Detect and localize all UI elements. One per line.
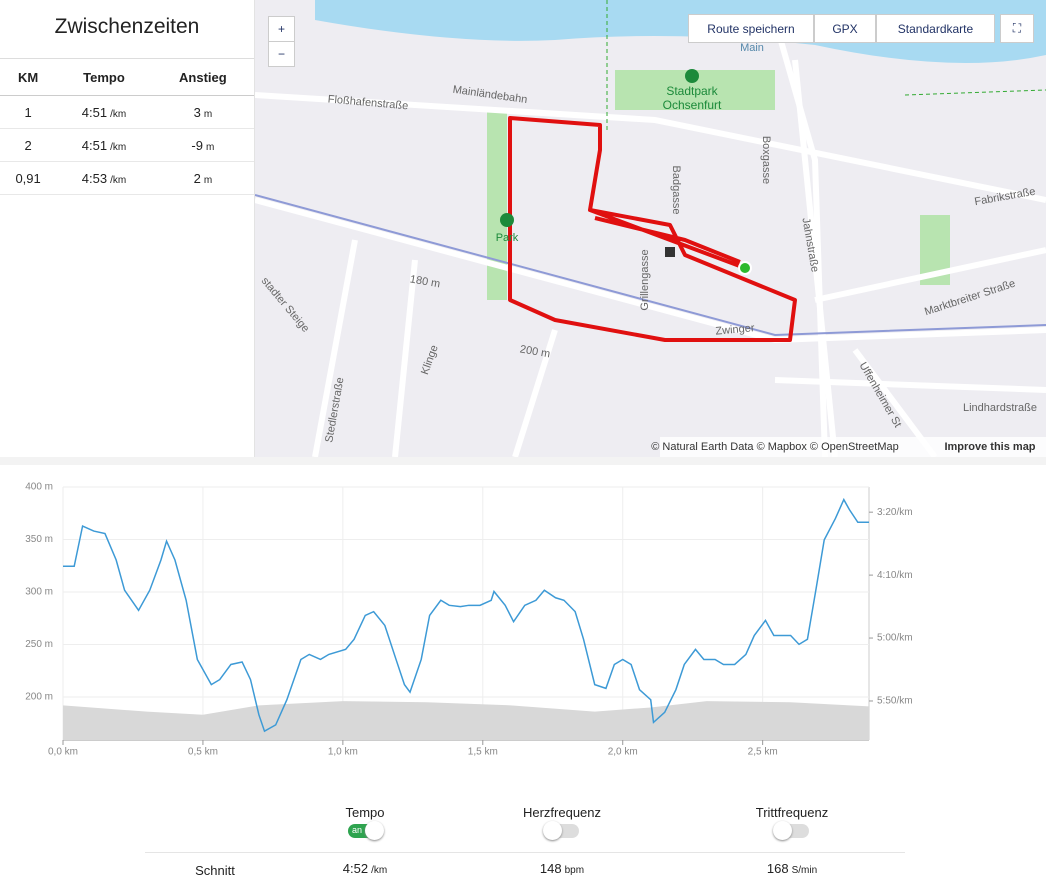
tempo-value: 4:51 [81, 104, 108, 120]
toggle-group: Trittfrequenz [712, 805, 872, 840]
ascent-unit: m [205, 141, 215, 153]
average-unit: bpm [564, 865, 585, 876]
y-tick-label: 350 m [25, 534, 53, 545]
map-attribution: © Natural Earth Data © Mapbox © OpenStre… [651, 441, 898, 453]
split-tempo: 4:53/km [56, 161, 152, 195]
tempo-unit: /km [110, 141, 127, 153]
toggle-state: an [352, 825, 363, 835]
y-tick-label: 400 m [25, 482, 53, 493]
split-row[interactable]: 1 4:51/km 3 m [0, 95, 254, 129]
save-route-button[interactable]: Route speichern [688, 14, 814, 43]
column-header: Anstieg [151, 59, 254, 96]
tempo-value: 4:53 [81, 170, 108, 186]
split-row[interactable]: 2 4:51/km -9 m [0, 128, 254, 162]
map-label: Main [740, 42, 764, 54]
map-label: Lindhardstraße [963, 402, 1037, 414]
average-unit: /km [371, 865, 388, 876]
map-style-select[interactable]: Standardkarte [876, 14, 995, 43]
average-number: 4:52 [342, 861, 369, 876]
average-value: 168 S/min [712, 861, 872, 876]
split-km: 0,91 [0, 161, 57, 195]
x-tick-label: 0,0 km [48, 747, 78, 758]
toggle-knob [543, 821, 562, 840]
map-label: Stadtpark [666, 84, 718, 98]
average-number: 148 [539, 861, 562, 876]
zoom-in[interactable]: + [268, 16, 295, 42]
toggle-switch[interactable] [543, 821, 579, 840]
splits-title: Zwischenzeiten [0, 0, 254, 59]
y2-tick-label: 5:50/km [877, 696, 913, 707]
split-row[interactable]: 0,91 4:53/km 2 m [0, 161, 254, 195]
split-tempo: 4:51/km [56, 95, 152, 129]
map-label: Grillengasse [639, 249, 651, 310]
tempo-unit: /km [110, 108, 127, 120]
toggle-knob [773, 821, 792, 840]
toggle-switch[interactable] [773, 821, 809, 840]
split-km: 2 [0, 128, 57, 162]
ascent-unit: m [203, 174, 213, 186]
y2-tick-label: 5:00/km [877, 633, 913, 644]
y-tick-label: 250 m [25, 639, 53, 650]
toggle-group: Tempo an [285, 805, 445, 840]
average-number: 168 [766, 861, 789, 876]
map-label: Badgasse [670, 166, 682, 215]
ascent-value: -9 [191, 137, 203, 153]
average-value: 148 bpm [482, 861, 642, 876]
elevation-area [63, 701, 869, 740]
x-tick-label: 0,5 km [188, 747, 218, 758]
gpx-button[interactable]: GPX [814, 14, 876, 43]
pace-line [63, 497, 869, 733]
column-header: Tempo [56, 59, 152, 96]
x-tick-label: 2,5 km [748, 747, 778, 758]
resize-divider[interactable] [0, 457, 1046, 465]
x-tick-label: 2,0 km [608, 747, 638, 758]
tempo-unit: /km [110, 174, 127, 186]
ascent-unit: m [203, 108, 213, 120]
splits-panel: Zwischenzeiten KM Tempo Anstieg 1 4:51/km 3 m 2… [0, 0, 255, 457]
zoom-out[interactable]: − [268, 41, 295, 67]
toggle-group: Herzfrequenz [482, 805, 642, 840]
map-label: Ochsenfurt [663, 98, 722, 112]
ascent-value: 3 [193, 104, 201, 120]
map-label: Park [496, 232, 519, 244]
average-label: Schnitt [195, 863, 235, 878]
x-tick-label: 1,5 km [468, 747, 498, 758]
y2-tick-label: 3:20/km [877, 507, 913, 518]
ascent-value: 2 [193, 170, 201, 186]
toggle-label: Trittfrequenz [755, 805, 829, 820]
toggle-label: Herzfrequenz [522, 805, 602, 820]
map-label: Boxgasse [760, 136, 772, 184]
map-label: 200 m [519, 343, 551, 360]
split-tempo: 4:51/km [56, 128, 152, 162]
map[interactable]: Main Mainländebahn Floßhafenstraße Stadt… [255, 0, 1046, 457]
y-tick-label: 300 m [25, 587, 53, 598]
chart: 0,0 km 0,5 km 1,0 km 1,5 km 2,0 km 2,5 km 200 … [25, 482, 913, 758]
column-header: KM [0, 59, 57, 96]
y2-tick-label: 4:10/km [877, 570, 913, 581]
map-label: 180 m [409, 273, 441, 290]
average-unit: S/min [791, 865, 818, 876]
toggle-knob [365, 821, 384, 840]
x-tick-label: 1,0 km [328, 747, 358, 758]
toggle-switch[interactable]: an [348, 821, 384, 840]
stats: Tempo an Herzfrequenz Trittfrequenz Schnitt 4… [0, 795, 1046, 889]
tempo-value: 4:51 [81, 137, 108, 153]
splits-table: KM Tempo Anstieg 1 4:51/km 3 m 2 4:51/km -9 m 0,91 4… [0, 59, 254, 195]
stats-divider [145, 852, 905, 853]
fullscreen-button[interactable]: ⛶ [1000, 14, 1034, 43]
y-tick-label: 200 m [25, 692, 53, 703]
map-label: Zwinger [715, 322, 755, 337]
split-km: 1 [0, 95, 57, 129]
toggle-label: Tempo [345, 805, 385, 820]
average-value: 4:52/km [285, 861, 445, 876]
improve-link[interactable]: Improve this map [944, 441, 1035, 453]
split-ascent: -9 m [151, 128, 254, 162]
